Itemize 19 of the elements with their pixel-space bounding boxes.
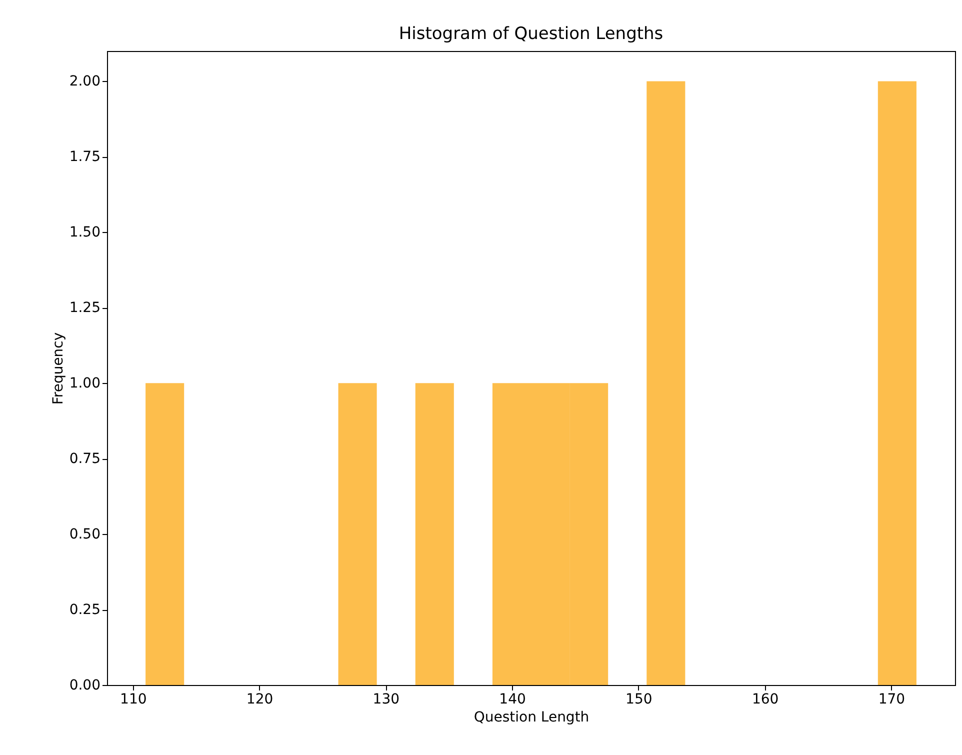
x-tick-label: 170 xyxy=(878,692,906,708)
chart-title: Histogram of Question Lengths xyxy=(398,24,664,44)
x-axis-title: Question Length xyxy=(474,710,590,726)
x-tick-label: 140 xyxy=(499,692,526,708)
x-tick-label: 150 xyxy=(626,692,652,708)
y-tick-label: 0.50 xyxy=(69,526,100,543)
y-tick-label: 1.75 xyxy=(69,149,100,166)
y-tick-label: 1.50 xyxy=(69,224,100,241)
x-tick-label: 110 xyxy=(120,692,147,708)
y-tick-label: 0.75 xyxy=(69,451,100,468)
y-tick-label: 1.25 xyxy=(69,300,100,316)
x-tick-label: 120 xyxy=(246,692,274,708)
y-tick-label: 0.00 xyxy=(69,678,100,694)
y-axis-title: Frequency xyxy=(50,332,66,405)
y-tick-label: 1.00 xyxy=(69,376,100,392)
x-tick-label: 160 xyxy=(752,692,779,708)
y-tick-label: 0.25 xyxy=(69,602,100,618)
x-tick-label: 130 xyxy=(372,692,400,708)
y-tick-label: 2.00 xyxy=(69,74,100,90)
